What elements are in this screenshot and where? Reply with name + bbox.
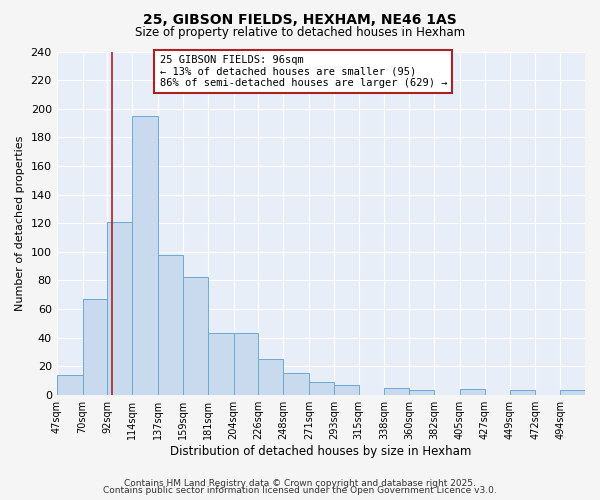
Bar [460, 389, 485, 394]
Bar [409, 390, 434, 394]
Bar [107, 222, 132, 394]
Bar [509, 390, 535, 394]
Bar [132, 116, 158, 394]
Y-axis label: Number of detached properties: Number of detached properties [15, 136, 25, 311]
Bar [560, 390, 585, 394]
Bar [259, 359, 283, 394]
Text: Size of property relative to detached houses in Hexham: Size of property relative to detached ho… [135, 26, 465, 39]
Bar [158, 254, 183, 394]
Bar [83, 299, 107, 394]
Bar [309, 382, 334, 394]
Text: 25 GIBSON FIELDS: 96sqm
← 13% of detached houses are smaller (95)
86% of semi-de: 25 GIBSON FIELDS: 96sqm ← 13% of detache… [160, 55, 447, 88]
Text: 25, GIBSON FIELDS, HEXHAM, NE46 1AS: 25, GIBSON FIELDS, HEXHAM, NE46 1AS [143, 12, 457, 26]
Bar [233, 333, 259, 394]
Bar [183, 278, 208, 394]
Bar [283, 374, 309, 394]
Bar [56, 374, 83, 394]
X-axis label: Distribution of detached houses by size in Hexham: Distribution of detached houses by size … [170, 444, 472, 458]
Bar [385, 388, 409, 394]
Bar [208, 333, 233, 394]
Text: Contains HM Land Registry data © Crown copyright and database right 2025.: Contains HM Land Registry data © Crown c… [124, 478, 476, 488]
Bar [334, 384, 359, 394]
Text: Contains public sector information licensed under the Open Government Licence v3: Contains public sector information licen… [103, 486, 497, 495]
